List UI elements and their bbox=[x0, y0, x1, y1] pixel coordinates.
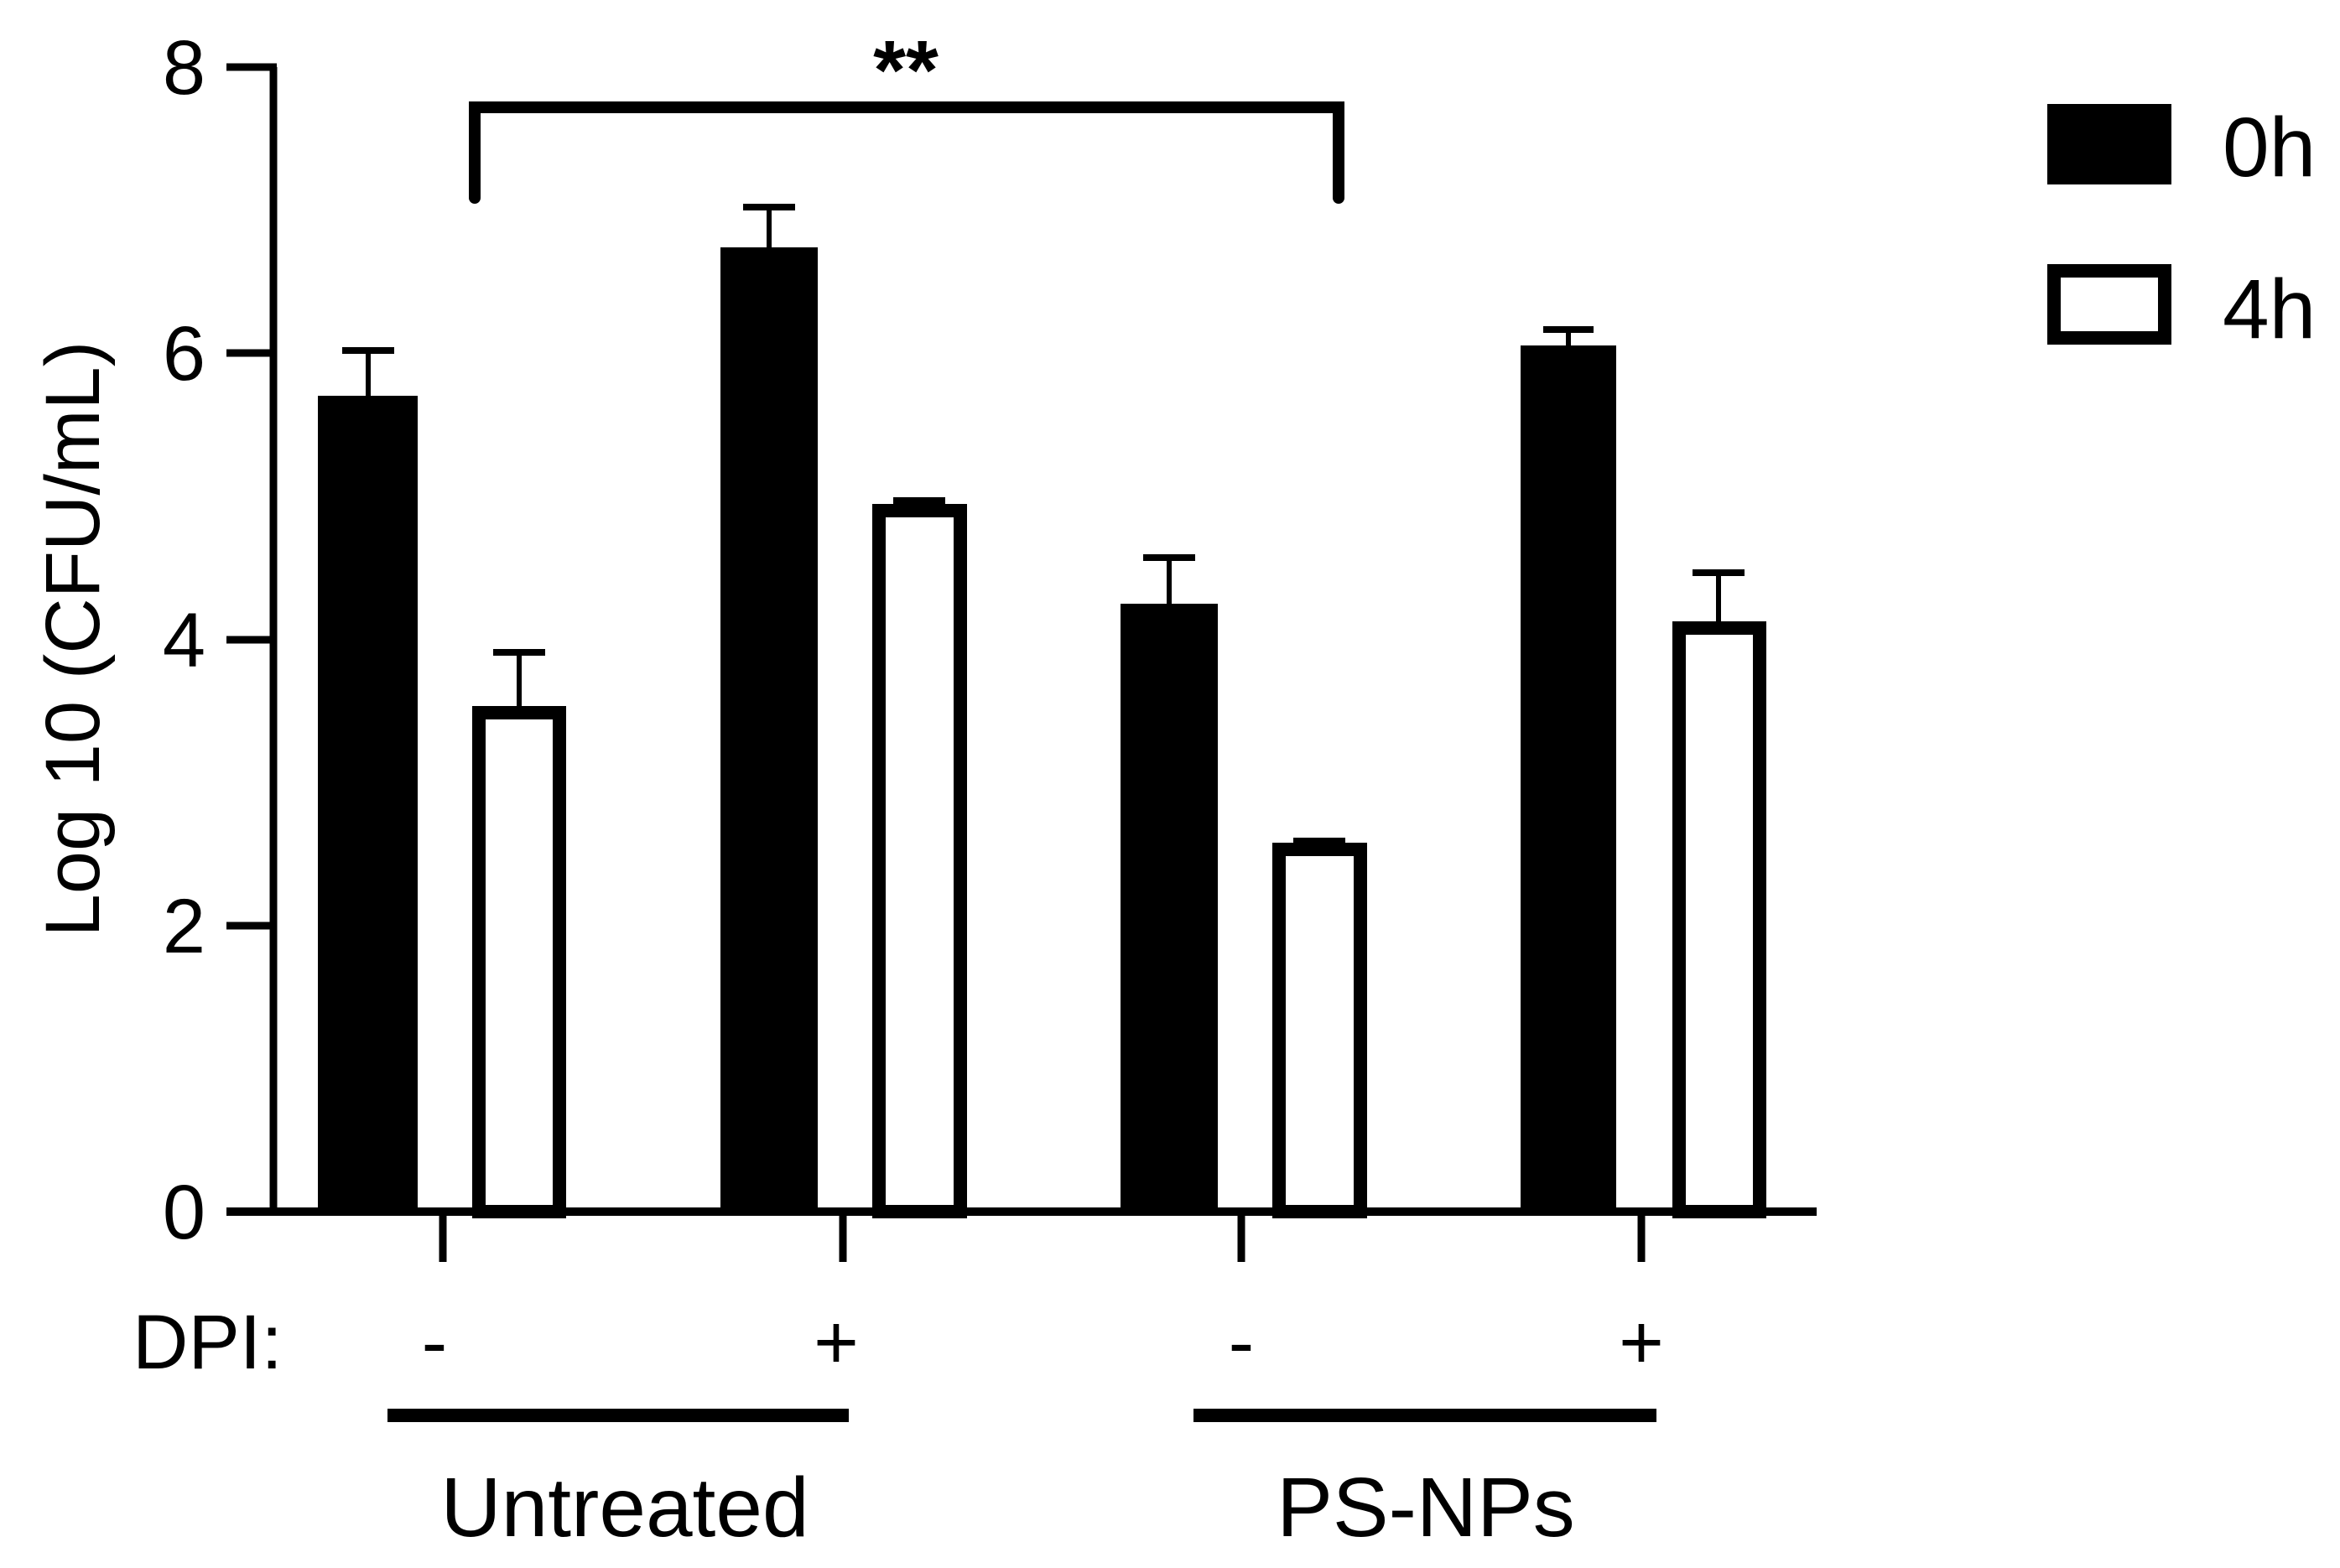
series-0h bbox=[318, 247, 1616, 1212]
y-tick-label: 0 bbox=[163, 1170, 205, 1255]
y-tick-label: 6 bbox=[163, 311, 205, 397]
dpi-value: - bbox=[1229, 1300, 1255, 1385]
group-label-untreated: Untreated bbox=[440, 1461, 809, 1555]
y-tick-label: 4 bbox=[163, 598, 205, 683]
legend-label-0h: 0h bbox=[2223, 101, 2316, 195]
y-axis-label: Log 10 (CFU/mL) bbox=[30, 341, 116, 937]
dpi-value: + bbox=[1619, 1300, 1664, 1385]
bar-untreated-dpi-minus-4h bbox=[472, 706, 566, 1218]
group-label-psnps: PS-NPs bbox=[1277, 1461, 1575, 1555]
bar-psnps-dpi-minus-0h bbox=[1121, 604, 1218, 1212]
x-axis bbox=[226, 1207, 1817, 1262]
error-bars bbox=[342, 204, 1745, 845]
dpi-row: DPI: - + - + bbox=[133, 1300, 1664, 1385]
legend-label-4h: 4h bbox=[2223, 262, 2316, 356]
significance-label: ** bbox=[873, 23, 939, 117]
legend-swatch-4h bbox=[2047, 264, 2171, 345]
y-tick-label: 8 bbox=[163, 25, 205, 111]
bar-untreated-dpi-plus-4h bbox=[872, 504, 967, 1218]
significance-bracket: ** bbox=[469, 23, 1344, 204]
bar-untreated-dpi-plus-0h bbox=[720, 247, 818, 1212]
y-axis: 8 6 4 2 0 Log 10 (CFU/mL) bbox=[30, 25, 278, 1255]
dpi-value: + bbox=[814, 1300, 859, 1385]
bar-psnps-dpi-plus-0h bbox=[1521, 345, 1616, 1212]
series-4h bbox=[472, 504, 1766, 1218]
y-tick-label: 2 bbox=[163, 884, 205, 969]
dpi-label: DPI: bbox=[133, 1300, 283, 1385]
dpi-value: - bbox=[422, 1300, 448, 1385]
legend-swatch-0h bbox=[2047, 104, 2171, 184]
bar-psnps-dpi-minus-4h bbox=[1272, 843, 1367, 1218]
group-row: Untreated PS-NPs bbox=[387, 1409, 1656, 1555]
bar-psnps-dpi-plus-4h bbox=[1672, 621, 1766, 1218]
legend: 0h 4h bbox=[2047, 101, 2316, 356]
bar-untreated-dpi-minus-0h bbox=[318, 396, 418, 1212]
